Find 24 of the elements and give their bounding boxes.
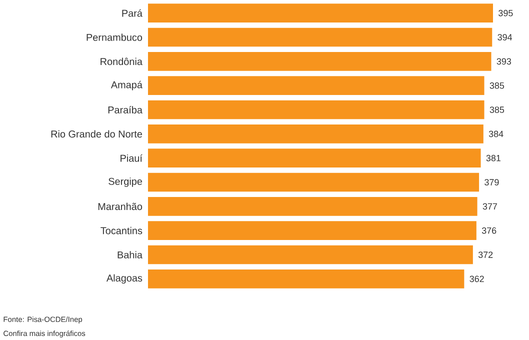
y-tick-label: Pará [122,9,142,17]
data-label: 362 [470,276,484,282]
y-tick-label: Piauí [120,154,142,162]
data-label: 372 [478,252,493,258]
data-label: 384 [488,130,504,138]
y-tick-label: Amapá [110,80,142,90]
data-label: 393 [496,58,512,65]
data-label: 377 [482,203,497,210]
y-tick-label: Maranhão [98,202,142,210]
y-tick-label: Tocantins [100,226,142,234]
data-label: 394 [498,34,512,40]
data-label: 376 [482,227,496,234]
data-label: 379 [484,179,499,186]
y-tick-label: Pernambuco [86,34,142,41]
data-label: 381 [486,154,500,162]
y-tick-label: Paraíba [108,106,142,114]
y-tick-label: Bahia [118,251,142,258]
data-label: 395 [498,10,513,16]
data-label: 385 [490,82,504,89]
y-tick-label: Rio Grande do Norte [51,130,142,138]
y-tick-label: Rondônia [100,58,142,66]
data-label: 385 [490,106,504,113]
y-tick-label: Alagoas [106,274,142,284]
y-tick-label: Sergipe [108,178,142,187]
